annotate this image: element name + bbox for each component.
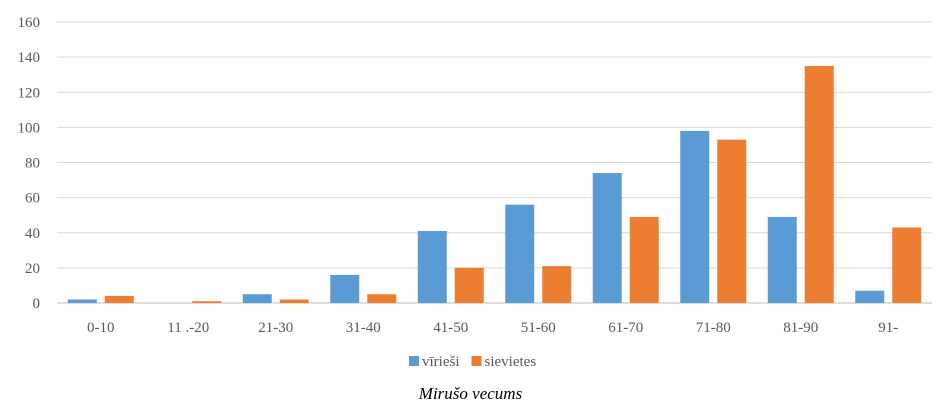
x-tick-label: 51-60 xyxy=(521,320,556,336)
bar-series2 xyxy=(279,299,309,303)
bar-series1 xyxy=(592,173,622,303)
legend-label: sievietes xyxy=(485,354,537,370)
bar-series2 xyxy=(542,266,572,303)
y-tick-label: 160 xyxy=(18,15,41,31)
bar-series1 xyxy=(505,204,535,303)
bar-series2 xyxy=(104,295,134,303)
bar-series1 xyxy=(330,274,360,303)
x-tick-label: 81-90 xyxy=(783,320,818,336)
bar-series1 xyxy=(855,290,885,303)
bar-series2 xyxy=(367,294,397,303)
x-axis-title: Mirušo vecums xyxy=(418,384,523,403)
legend-swatch xyxy=(409,356,419,366)
bar-series1 xyxy=(417,230,447,303)
x-tick-label: 41-50 xyxy=(433,320,468,336)
y-tick-label: 60 xyxy=(25,191,40,207)
bar-series2 xyxy=(192,301,222,303)
bar-series2 xyxy=(629,216,659,303)
x-tick-label: 61-70 xyxy=(608,320,643,336)
bar-series2 xyxy=(717,139,747,303)
bar-series2 xyxy=(892,227,922,303)
bar-series2 xyxy=(454,267,484,303)
legend-swatch xyxy=(471,356,482,366)
y-tick-label: 100 xyxy=(18,120,41,136)
y-tick-label: 40 xyxy=(25,226,40,242)
x-tick-label: 31-40 xyxy=(346,320,381,336)
x-tick-label: 0-10 xyxy=(87,320,115,336)
bar-series1 xyxy=(242,294,272,303)
y-tick-label: 20 xyxy=(25,261,40,277)
y-tick-label: 0 xyxy=(33,296,41,312)
x-tick-label: 21-30 xyxy=(258,320,293,336)
x-tick-label: 91- xyxy=(878,320,898,336)
y-tick-label: 120 xyxy=(18,85,41,101)
y-tick-label: 80 xyxy=(25,156,40,172)
x-tick-label: 11 .-20 xyxy=(167,320,209,336)
bar-series1 xyxy=(67,299,97,303)
bar-series1 xyxy=(767,216,797,303)
x-tick-label: 71-80 xyxy=(696,320,731,336)
bar-series1 xyxy=(680,130,710,303)
bar-series2 xyxy=(804,65,834,303)
y-tick-label: 140 xyxy=(18,50,41,66)
legend-label: vīrieši xyxy=(422,354,460,370)
